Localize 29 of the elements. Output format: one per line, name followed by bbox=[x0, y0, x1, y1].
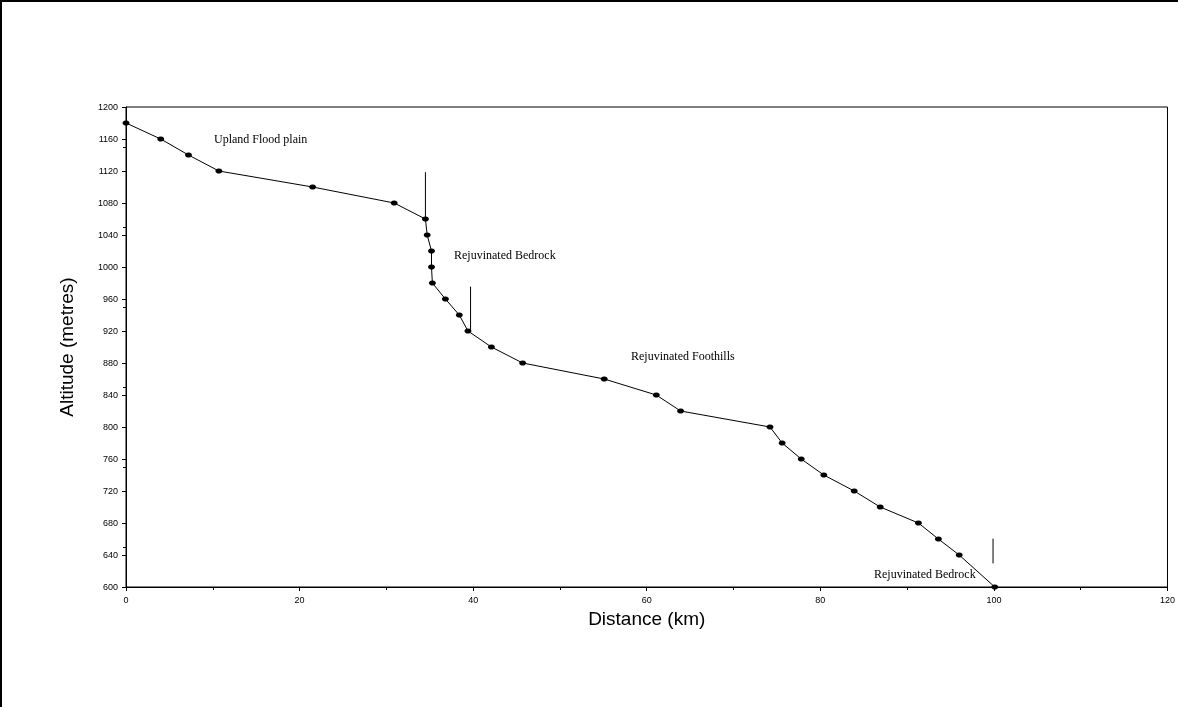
y-axis-title: Altitude (metres) bbox=[56, 277, 77, 417]
annotation: Rejuvinated Bedrock bbox=[874, 567, 976, 581]
y-tick-label: 800 bbox=[102, 422, 118, 432]
annotation: Rejuvinated Foothills bbox=[631, 349, 735, 363]
y-tick-label: 1120 bbox=[98, 166, 118, 176]
y-tick-label: 1200 bbox=[97, 102, 118, 112]
y-tick-label: 1040 bbox=[97, 230, 118, 240]
y-tick-label: 600 bbox=[102, 582, 118, 592]
x-tick-label: 0 bbox=[123, 594, 129, 605]
x-axis-title: Distance (km) bbox=[588, 608, 706, 629]
y-tick-label: 680 bbox=[102, 518, 118, 528]
x-tick-label: 100 bbox=[986, 594, 1002, 605]
y-tick-label: 840 bbox=[102, 390, 118, 400]
x-tick-label: 80 bbox=[815, 594, 826, 605]
y-tick-label: 1000 bbox=[97, 262, 118, 272]
y-tick-label: 1080 bbox=[97, 198, 118, 208]
y-tick-label: 880 bbox=[102, 358, 118, 368]
x-tick-label: 40 bbox=[468, 594, 479, 605]
annotation: Upland Flood plain bbox=[214, 132, 308, 146]
y-tick-label: 640 bbox=[102, 550, 118, 560]
x-tick-label: 60 bbox=[641, 594, 652, 605]
y-tick-label: 720 bbox=[102, 486, 118, 496]
x-tick-label: 20 bbox=[294, 594, 305, 605]
y-tick-label: 960 bbox=[102, 294, 118, 304]
annotation: Rejuvinated Bedrock bbox=[454, 248, 556, 262]
y-tick-label: 920 bbox=[102, 326, 118, 336]
x-tick-label: 120 bbox=[1159, 594, 1176, 605]
y-tick-label: 760 bbox=[102, 454, 118, 464]
y-tick-label: 1160 bbox=[98, 134, 118, 144]
